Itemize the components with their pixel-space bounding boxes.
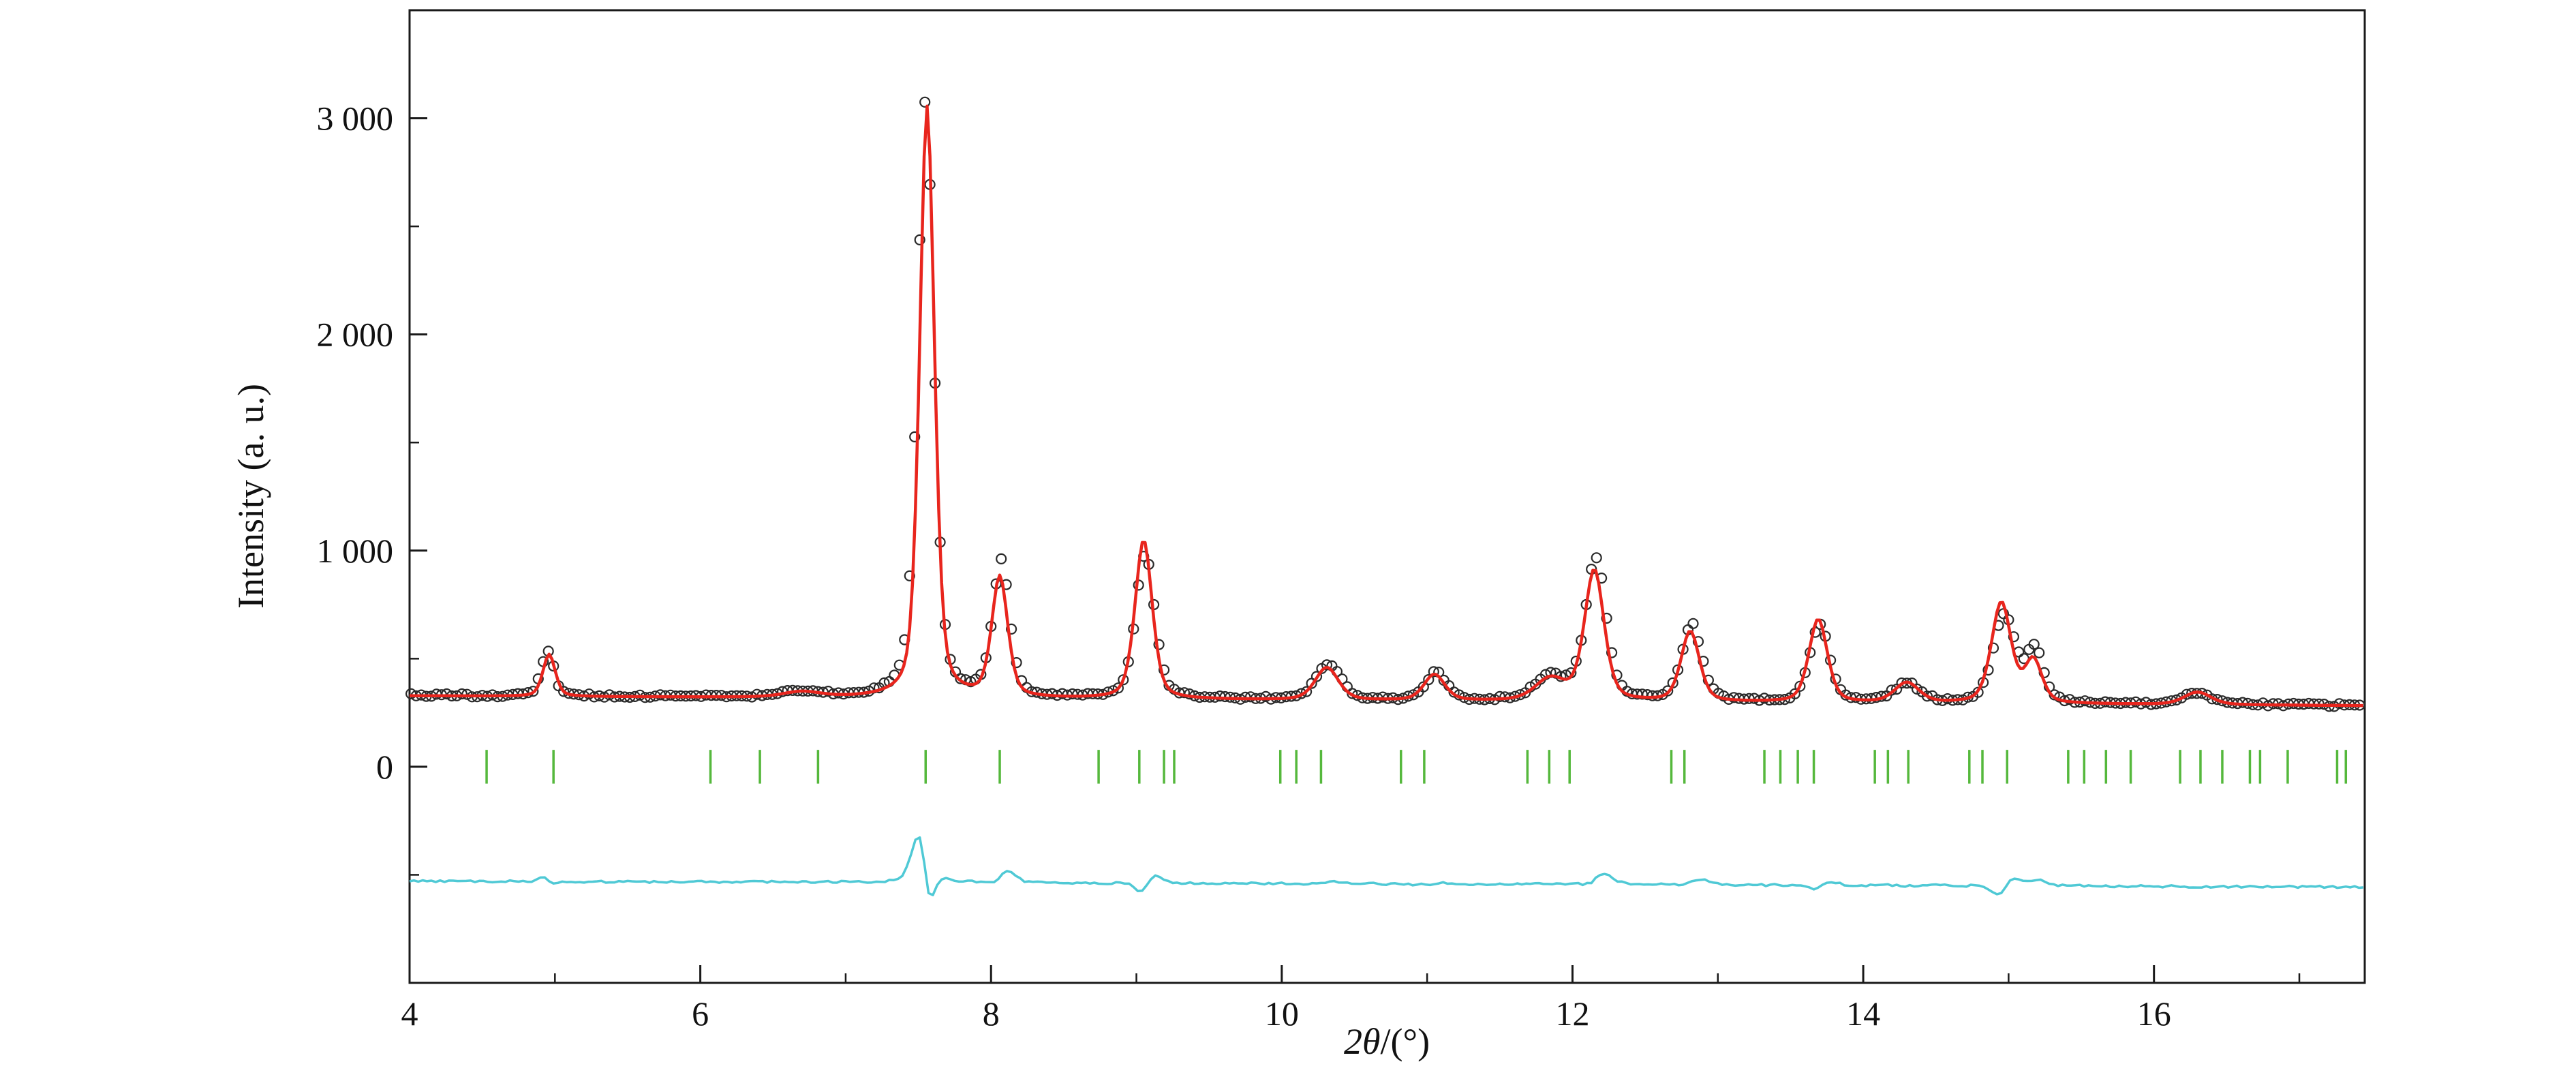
y-axis-label: Intensity (a. u.) <box>230 384 271 609</box>
svg-text:10: 10 <box>1265 994 1299 1033</box>
svg-text:0: 0 <box>376 748 393 786</box>
svg-text:2 000: 2 000 <box>317 316 394 354</box>
bragg-tick-series <box>485 750 2348 784</box>
svg-text:8: 8 <box>983 994 1000 1033</box>
svg-text:14: 14 <box>1846 994 1880 1033</box>
svg-text:12: 12 <box>1555 994 1589 1033</box>
x-axis-label: 2θ/(°) <box>1344 1020 1430 1063</box>
y-tick-labels: 0 1 000 2 000 3 000 <box>317 100 394 786</box>
x-axis-label-math: 2θ <box>1343 1021 1381 1062</box>
svg-text:6: 6 <box>692 994 709 1033</box>
difference-curve <box>409 836 2364 896</box>
x-axis-label-unit: /(°) <box>1380 1021 1430 1062</box>
svg-text:4: 4 <box>401 994 418 1033</box>
svg-text:3 000: 3 000 <box>317 100 394 138</box>
x-tick-labels: 4 6 8 10 12 14 16 <box>401 994 2171 1033</box>
axes: 4 6 8 10 12 14 16 0 1 000 2 000 3 000 <box>317 9 2366 1033</box>
calculated-curve <box>409 104 2363 708</box>
svg-text:1 000: 1 000 <box>317 532 394 570</box>
svg-text:16: 16 <box>2137 994 2171 1033</box>
observed-data-series <box>405 96 2365 712</box>
